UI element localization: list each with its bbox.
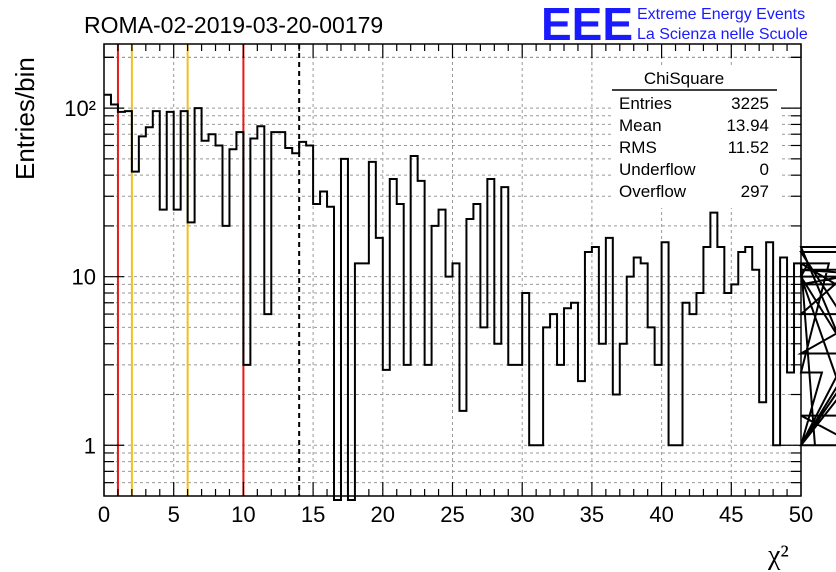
x-tick-label: 50 [789,502,813,527]
x-axis-label: χ² [767,540,789,571]
x-tick-label: 0 [98,502,110,527]
grid [104,44,801,496]
y-tick-labels: 1 10 10² [64,96,96,458]
x-tick-label: 25 [440,502,464,527]
x-tick-label: 5 [168,502,180,527]
plot-frame [103,43,802,497]
axis-ticks [103,44,802,496]
stats-value: 0 [760,160,769,179]
logo-mark: EEE [541,0,633,50]
stats-label: RMS [619,138,657,157]
stats-value: 11.52 [728,138,769,157]
y-tick-label: 10² [64,96,96,121]
x-tick-label: 40 [649,502,673,527]
y-tick-label: 1 [84,433,96,458]
stats-label: Underflow [619,160,696,179]
x-tick-label: 20 [371,502,395,527]
stats-box: ChiSquare Entries 3225 Mean 13.94 RMS 11.52 Un… [612,68,780,208]
stats-value: 13.94 [726,116,769,135]
y-tick-label: 10 [72,265,96,290]
x-tick-label: 30 [510,502,534,527]
stats-label: Mean [619,116,662,135]
stats-label: Entries [619,94,672,113]
y-axis-label: Entries/bin [10,57,40,180]
stats-value: 297 [741,182,769,201]
x-tick-label: 10 [231,502,255,527]
eee-logo: EEE Extreme Energy Events La Scienza nel… [541,0,808,50]
stats-label: Overflow [619,182,687,201]
x-tick-labels: 0 5 10 15 20 25 30 35 40 45 50 [98,502,813,527]
stats-title: ChiSquare [644,69,724,88]
x-tick-label: 15 [301,502,325,527]
x-tick-label: 35 [580,502,604,527]
chart-title: ROMA-02-2019-03-20-00179 [84,12,383,38]
logo-line2: La Scienza nelle Scuole [637,26,808,43]
x-tick-label: 45 [719,502,743,527]
logo-line1: Extreme Energy Events [637,6,805,23]
stats-value: 3225 [731,94,769,113]
